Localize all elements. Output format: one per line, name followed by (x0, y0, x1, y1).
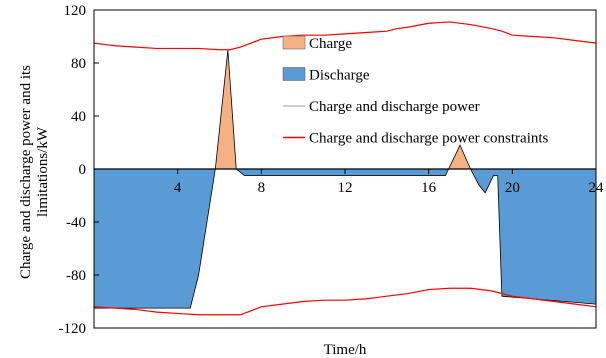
charge-area (448, 145, 471, 169)
y-tick-label: -80 (66, 268, 86, 284)
discharge-area (236, 169, 449, 176)
lower-constraint-line (93, 287, 597, 316)
y-axis-title-line-2: limitations/kW (35, 126, 51, 217)
x-tick-label: 12 (338, 180, 353, 196)
x-tick-label: 8 (258, 180, 266, 196)
legend: Charge Discharge Charge and discharge powe… (282, 35, 549, 147)
legend-label: Discharge (309, 68, 370, 84)
plot-area (93, 21, 597, 316)
upper-constraint-line (93, 21, 597, 51)
legend-swatch (282, 35, 306, 50)
x-tick-label: 16 (421, 180, 437, 196)
x-tick-label: 24 (589, 180, 605, 196)
discharge-area (470, 169, 596, 305)
legend-item: Charge and discharge power constraints (283, 131, 549, 147)
y-axis-title: Charge and discharge power and its limit… (18, 65, 51, 279)
power-line (94, 49, 597, 309)
y-tick-label: 80 (71, 56, 86, 72)
y-tick-label: 120 (64, 3, 87, 19)
legend-swatch (282, 67, 306, 81)
legend-label: Charge and discharge power constraints (309, 131, 549, 147)
legend-item: Charge (282, 35, 352, 52)
y-axis-title-line-1: Charge and discharge power and its (18, 65, 34, 279)
legend-item: Discharge (282, 67, 370, 84)
discharge-area (94, 169, 216, 309)
y-tick-label: 40 (71, 109, 86, 125)
charge-area (215, 49, 237, 169)
y-tick-label: 0 (79, 162, 87, 178)
x-tick-label: 4 (174, 180, 182, 196)
x-axis-title: Time/h (324, 342, 367, 358)
y-tick-label: -40 (66, 215, 86, 231)
legend-item: Charge and discharge power (283, 99, 480, 115)
y-tick-label: -120 (59, 321, 87, 337)
x-tick-label: 20 (505, 180, 520, 196)
legend-label: Charge and discharge power (309, 99, 480, 115)
legend-label: Charge (309, 36, 352, 52)
axes: 120 80 40 0 -40 -80 -120 4 8 12 16 20 24 (59, 3, 605, 337)
